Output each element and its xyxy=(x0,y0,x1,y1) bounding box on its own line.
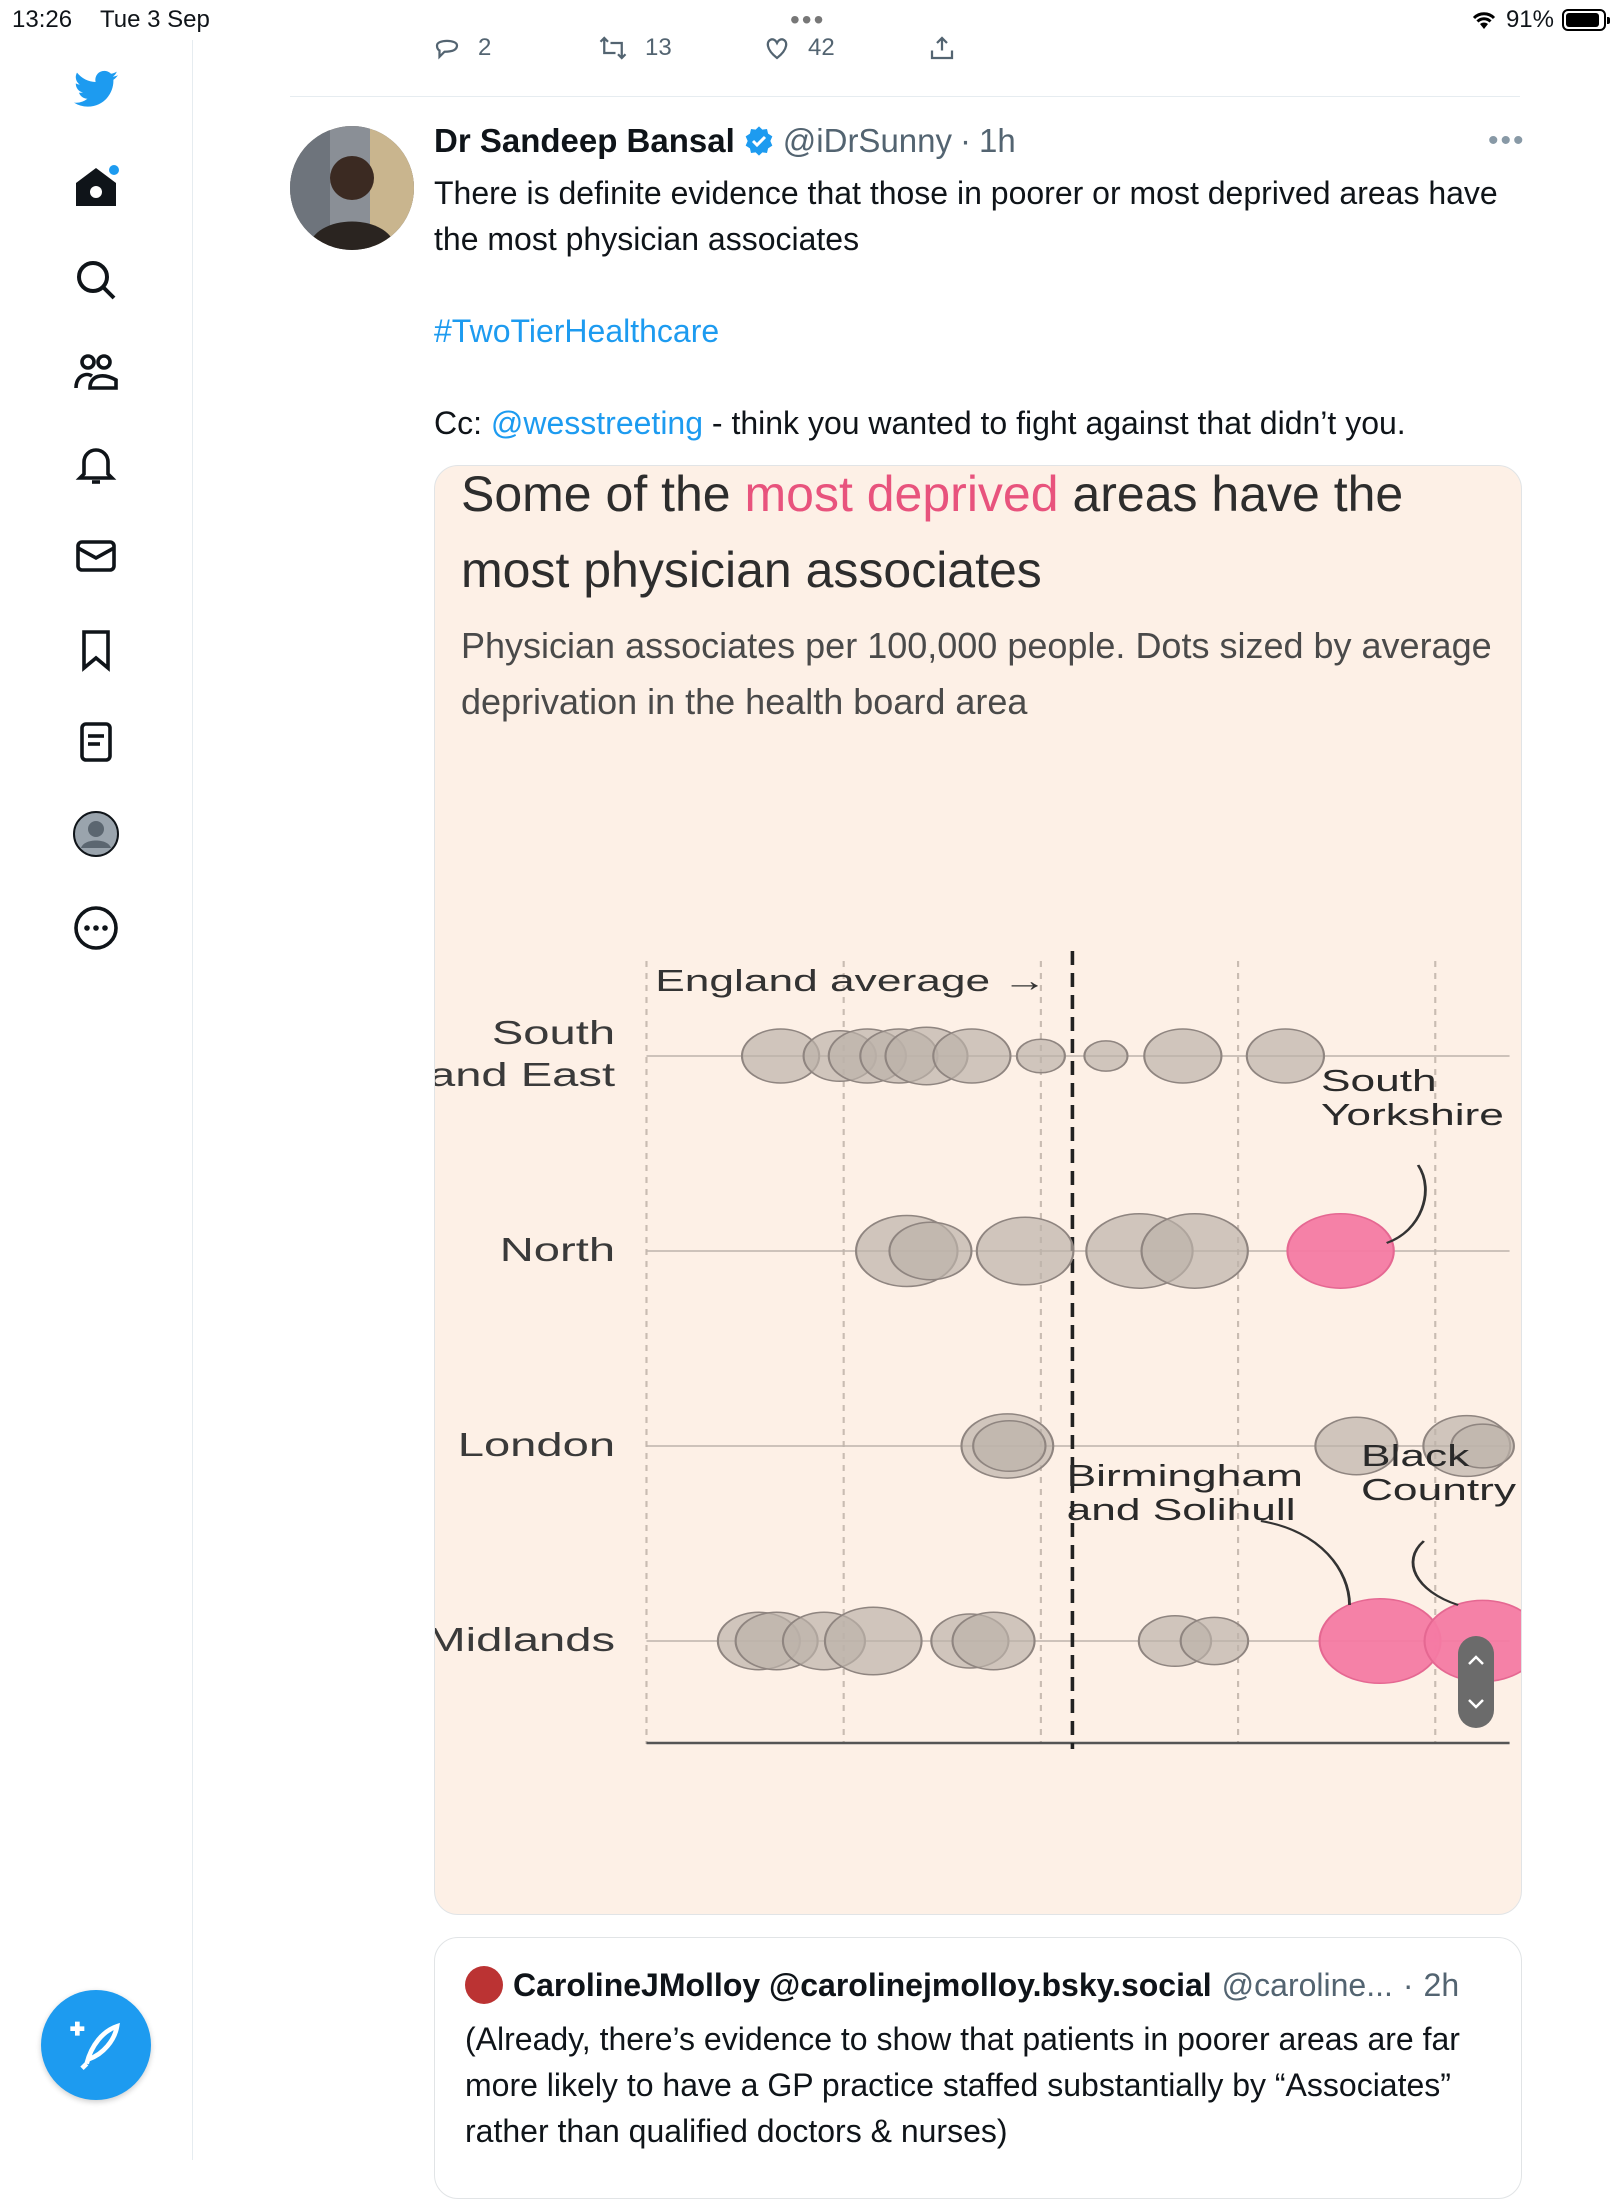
multitasking-dots[interactable]: ••• xyxy=(790,4,826,35)
twitter-bird-icon[interactable] xyxy=(70,64,122,116)
battery-level xyxy=(1566,13,1599,27)
lists-icon[interactable] xyxy=(70,716,122,768)
search-icon[interactable] xyxy=(70,254,122,306)
annotation-arrow-1 xyxy=(1260,1520,1351,1606)
tweet-time[interactable]: 1h xyxy=(979,122,1016,159)
chart-subtitle: Physician associates per 100,000 people.… xyxy=(461,625,1492,722)
tweet-body: There is definite evidence that those in… xyxy=(434,175,1498,257)
category-label-0-0: South xyxy=(492,1014,615,1051)
chevron-down-icon[interactable] xyxy=(1458,1682,1494,1728)
data-point-6 xyxy=(1015,1038,1066,1074)
annotation-1-line-1: and Solihull xyxy=(1067,1492,1296,1527)
like-count: 42 xyxy=(808,34,835,61)
data-point-12 xyxy=(975,1216,1075,1286)
heart-icon xyxy=(766,38,788,60)
battery-icon xyxy=(1562,9,1610,31)
dot-chart: South and East North London Midlands England … xyxy=(435,951,1521,1749)
chevron-up-icon[interactable] xyxy=(1458,1636,1494,1682)
tweet-text: There is definite evidence that those in… xyxy=(434,170,1524,446)
mention-link[interactable]: @wesstreeting xyxy=(490,405,704,441)
compose-button[interactable] xyxy=(41,1990,151,2100)
england-average-label: England average → xyxy=(655,963,1046,998)
communities-icon[interactable] xyxy=(70,346,122,398)
quoted-tweet-header: CarolineJMolloy @carolinejmolloy.bsky.so… xyxy=(465,1966,1459,2004)
annotation-arrow-0 xyxy=(1386,1164,1427,1244)
reply-count: 2 xyxy=(478,34,492,61)
mail-icon[interactable] xyxy=(70,530,122,582)
bell-icon[interactable] xyxy=(70,438,122,490)
chart-title-part2: areas have the most physician associates xyxy=(461,466,1404,598)
author-avatar[interactable] xyxy=(290,126,414,250)
reply-icon xyxy=(435,39,459,60)
cc-prefix: Cc: xyxy=(434,405,491,441)
category-label-1-0: North xyxy=(500,1231,615,1268)
category-label-0-1: and East xyxy=(435,1056,615,1093)
chart-title: Some of the most deprived areas have the… xyxy=(461,466,1501,608)
retweet-count: 13 xyxy=(645,34,672,61)
category-label-3-0: Midlands xyxy=(435,1621,615,1658)
data-point-26 xyxy=(951,1611,1036,1671)
data-point-17 xyxy=(972,1419,1047,1473)
annotation-1-line-0: Birmingham xyxy=(1067,1458,1303,1493)
previous-tweet-actions: 2 13 42 xyxy=(430,26,1090,70)
category-label-2-0: London xyxy=(458,1426,615,1463)
tweet-header: Dr Sandeep Bansal @iDrSunny · 1h xyxy=(434,122,1016,160)
data-point-24 xyxy=(823,1606,923,1676)
sidebar xyxy=(0,40,193,2160)
status-date: Tue 3 Sep xyxy=(100,6,210,33)
hashtag-link[interactable]: #TwoTierHealthcare xyxy=(434,313,720,349)
profile-icon[interactable] xyxy=(70,808,122,860)
data-point-14 xyxy=(1140,1213,1249,1289)
data-point-8 xyxy=(1143,1028,1223,1084)
retweet-icon xyxy=(599,36,627,60)
home-icon[interactable] xyxy=(70,162,122,214)
compose-icon xyxy=(70,2021,120,2070)
reply-button[interactable]: 2 xyxy=(430,26,595,70)
tweet-more-button[interactable]: ••• xyxy=(1488,124,1526,157)
chart-title-part1: Some of the xyxy=(461,466,745,522)
data-point-15 xyxy=(1286,1213,1395,1289)
more-circle-icon[interactable] xyxy=(70,902,122,954)
status-right: 91% xyxy=(1470,6,1610,34)
battery-percent: 91% xyxy=(1505,6,1554,33)
verified-badge-icon xyxy=(745,126,773,156)
image-scroll-control[interactable] xyxy=(1458,1636,1494,1728)
share-button[interactable] xyxy=(925,26,1090,70)
like-button[interactable]: 42 xyxy=(760,26,925,70)
data-point-28 xyxy=(1179,1616,1250,1666)
annotation-0-line-1: Yorkshire xyxy=(1321,1097,1504,1132)
annotation-arrow-2 xyxy=(1411,1540,1459,1606)
data-point-7 xyxy=(1083,1040,1129,1072)
chart-image-card[interactable]: Some of the most deprived areas have the… xyxy=(434,465,1522,1915)
chart-title-highlight: most deprived xyxy=(744,466,1059,522)
cc-suffix: - think you wanted to fight against that… xyxy=(703,405,1406,441)
quoted-text: (Already, there’s evidence to show that … xyxy=(465,2021,1460,2149)
quoted-author-avatar xyxy=(465,1966,503,2004)
quoted-handle: @caroline... xyxy=(1221,1966,1393,2003)
data-point-20 xyxy=(1450,1423,1515,1469)
annotation-2-line-1: Country xyxy=(1361,1472,1517,1507)
data-point-29 xyxy=(1318,1597,1442,1685)
data-point-9 xyxy=(1245,1028,1326,1084)
status-bar: 13:26 Tue 3 Sep ••• 91% xyxy=(0,0,1620,40)
author-name[interactable]: Dr Sandeep Bansal xyxy=(434,122,735,159)
status-time: 13:26 xyxy=(12,6,73,33)
retweet-button[interactable]: 13 xyxy=(595,26,760,70)
quoted-author: CarolineJMolloy @carolinejmolloy.bsky.so… xyxy=(513,1966,1212,2003)
quoted-separator: · xyxy=(1402,1966,1414,2003)
share-icon xyxy=(930,36,954,60)
wifi-icon xyxy=(1472,12,1496,29)
bookmark-icon[interactable] xyxy=(70,624,122,676)
annotation-0-line-0: South xyxy=(1321,1063,1437,1098)
data-point-18 xyxy=(1314,1416,1399,1476)
annotation-2-line-0: Black xyxy=(1361,1438,1470,1473)
quoted-time: 2h xyxy=(1423,1966,1460,2003)
tweet-divider xyxy=(290,96,1520,97)
author-handle[interactable]: @iDrSunny xyxy=(782,122,953,159)
data-point-5 xyxy=(932,1028,1012,1084)
separator-dot: · xyxy=(960,122,972,159)
data-point-11 xyxy=(888,1221,973,1281)
